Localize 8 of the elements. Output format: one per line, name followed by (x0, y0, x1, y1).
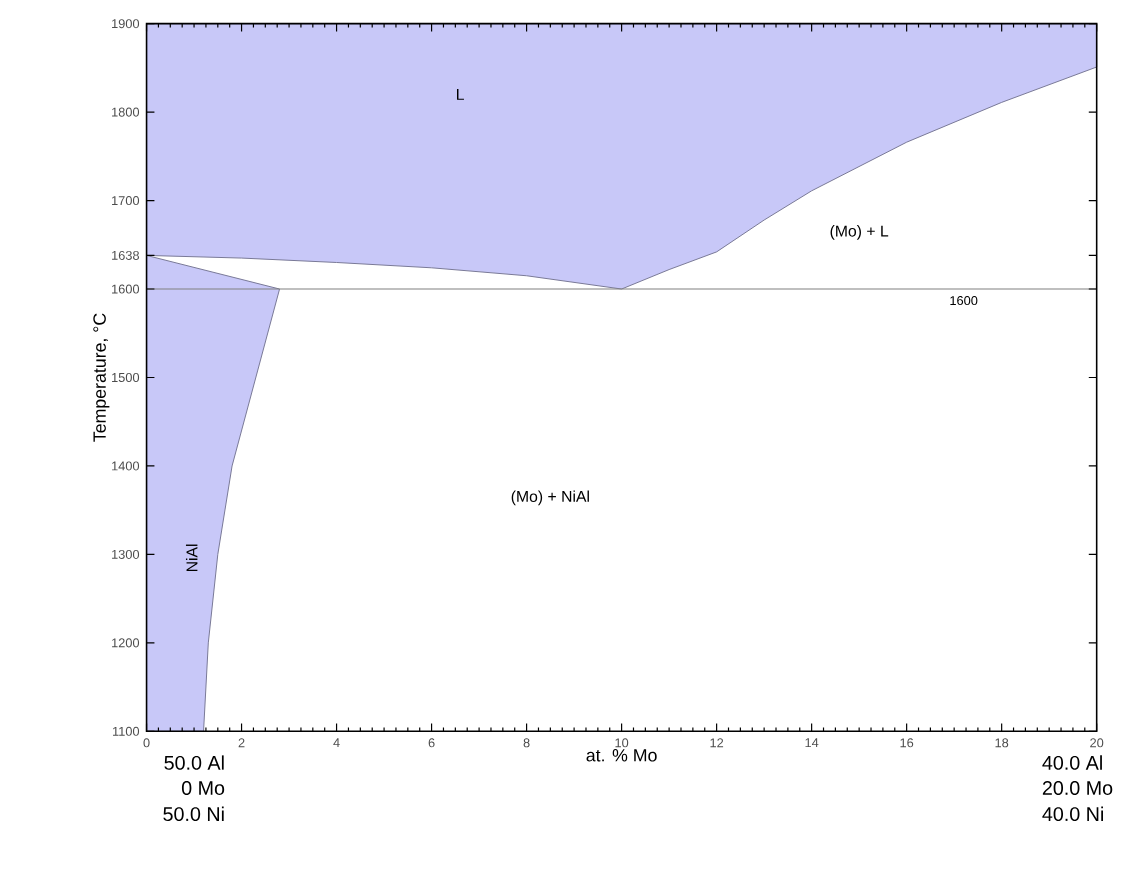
text: 50.0 Ni (163, 807, 224, 822)
text: 0 Mo (181, 781, 225, 796)
text: 20.0 Mo (1042, 781, 1113, 796)
text: 40.0 Al (1042, 755, 1102, 771)
text: 50.0 Al (164, 755, 224, 771)
text: 40.0 Ni (1042, 807, 1103, 822)
x-axis-title: at. % Mo (586, 749, 657, 762)
y-axis-title: Temperature, °C (93, 313, 110, 443)
